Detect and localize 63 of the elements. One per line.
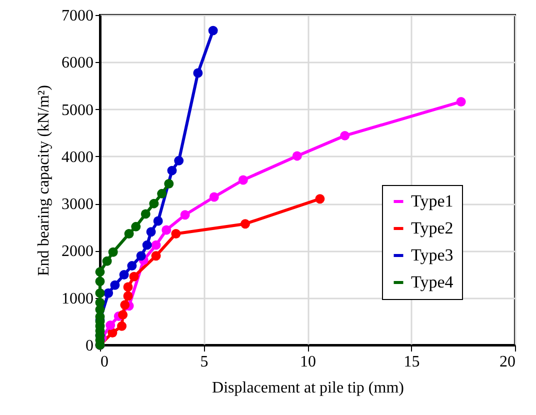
point bbox=[104, 288, 114, 298]
point bbox=[120, 300, 130, 310]
point bbox=[140, 209, 150, 219]
y-tick-label: 3000 bbox=[62, 196, 94, 214]
point bbox=[119, 270, 129, 280]
legend-label: Type3 bbox=[411, 246, 454, 264]
point bbox=[456, 97, 466, 106]
point bbox=[129, 272, 139, 282]
y-tick-label: 0 bbox=[86, 338, 94, 354]
y-tick-label: 5000 bbox=[62, 102, 94, 119]
point bbox=[151, 240, 161, 250]
point bbox=[95, 267, 105, 277]
point bbox=[151, 251, 161, 261]
y-tick-label: 1000 bbox=[62, 290, 94, 308]
point bbox=[146, 227, 156, 237]
x-tick-label: 20 bbox=[500, 354, 516, 370]
point bbox=[95, 276, 105, 286]
point bbox=[108, 328, 118, 338]
point bbox=[208, 26, 218, 36]
point bbox=[108, 247, 118, 257]
legend-label: Type2 bbox=[411, 218, 454, 238]
point bbox=[171, 229, 181, 238]
y-tick-label: 2000 bbox=[62, 243, 94, 260]
point bbox=[157, 188, 167, 198]
point bbox=[315, 194, 325, 204]
point bbox=[123, 291, 133, 301]
point bbox=[136, 251, 146, 261]
x-tick-label: 15 bbox=[404, 354, 420, 370]
x-axis-title: Displacement at pile tip (mm) bbox=[212, 380, 404, 396]
point bbox=[162, 225, 172, 235]
point bbox=[240, 219, 250, 229]
x-tick-label: 5 bbox=[200, 354, 208, 370]
point bbox=[180, 210, 190, 220]
x-tick-label: 0 bbox=[100, 354, 108, 370]
point bbox=[340, 130, 350, 140]
point bbox=[95, 288, 105, 298]
point bbox=[118, 310, 128, 320]
point bbox=[123, 282, 133, 292]
point bbox=[106, 320, 116, 330]
point bbox=[102, 256, 112, 266]
point bbox=[153, 216, 163, 226]
point bbox=[142, 240, 152, 250]
point bbox=[238, 175, 248, 185]
point bbox=[193, 68, 203, 78]
point bbox=[209, 192, 219, 202]
point bbox=[124, 229, 134, 238]
y-tick-label: 7000 bbox=[62, 8, 94, 24]
y-tick-label: 4000 bbox=[62, 148, 94, 166]
x-tick-label: 10 bbox=[300, 354, 316, 370]
legend-label: Type1 bbox=[411, 192, 454, 210]
point bbox=[95, 298, 105, 308]
point bbox=[149, 198, 159, 208]
point bbox=[164, 179, 174, 189]
point bbox=[110, 280, 120, 290]
point bbox=[167, 166, 177, 176]
y-tick-label: 6000 bbox=[62, 54, 94, 72]
point bbox=[117, 321, 127, 331]
legend-label: Type4 bbox=[411, 272, 454, 292]
point bbox=[131, 222, 141, 232]
point bbox=[292, 151, 302, 161]
point bbox=[127, 261, 137, 271]
y-axis-title: End bearing capacity (kN/m²) bbox=[36, 85, 52, 276]
point bbox=[174, 156, 184, 166]
